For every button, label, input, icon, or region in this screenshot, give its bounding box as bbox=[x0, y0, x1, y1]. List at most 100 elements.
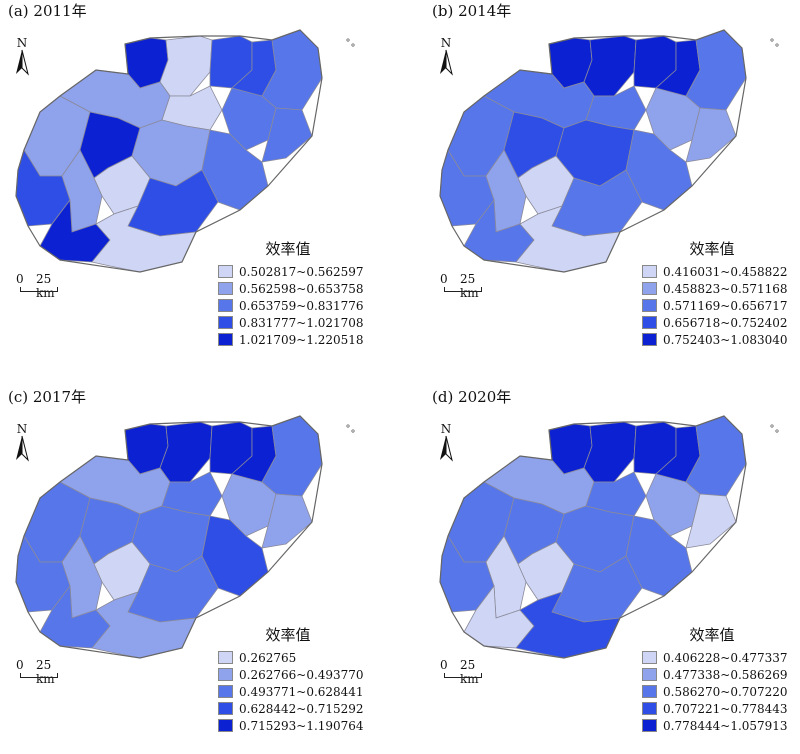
legend: 效率值 0.416031~0.458822 0.458823~0.571168 0.… bbox=[642, 238, 800, 348]
legend-swatch bbox=[642, 265, 657, 278]
legend: 效率值 0.502817~0.562597 0.562598~0.653758 0.… bbox=[218, 238, 388, 348]
north-arrow-icon bbox=[440, 49, 453, 76]
island-outline bbox=[15, 29, 323, 273]
legend-swatch bbox=[642, 719, 657, 732]
legend-swatch bbox=[642, 299, 657, 312]
county-region bbox=[261, 493, 313, 549]
county-region bbox=[221, 473, 277, 537]
scale-distance-label: 25 km bbox=[460, 272, 479, 300]
panel-title: (b) 2014年 bbox=[432, 2, 512, 20]
choropleth-map bbox=[15, 415, 355, 659]
panel-title: (d) 2020年 bbox=[432, 388, 512, 406]
north-arrow-icon bbox=[16, 435, 29, 462]
north-arrow: N bbox=[436, 36, 456, 78]
legend-swatch bbox=[218, 316, 233, 329]
legend-row: 0.562598~0.653758 bbox=[218, 280, 388, 297]
county-region bbox=[685, 493, 737, 549]
legend-row: 0.707221~0.778443 bbox=[642, 700, 800, 717]
legend-row: 0.477338~0.586269 bbox=[642, 666, 800, 683]
legend-swatch bbox=[218, 668, 233, 681]
county-region bbox=[645, 473, 701, 537]
north-label: N bbox=[16, 36, 28, 50]
legend-swatch bbox=[218, 719, 233, 732]
north-arrow-icon bbox=[16, 49, 29, 76]
islet bbox=[351, 429, 355, 433]
islet bbox=[351, 43, 355, 47]
map-panel-1: (a) 2011年 N 0 25 km 效率值 0.502817~0.56259… bbox=[0, 0, 400, 368]
legend-swatch bbox=[218, 299, 233, 312]
legend-swatch bbox=[642, 651, 657, 664]
islet bbox=[775, 43, 779, 47]
legend-range-label: 0.406228~0.477337 bbox=[663, 650, 788, 665]
legend-row: 0.416031~0.458822 bbox=[642, 263, 800, 280]
panel-title: (a) 2011年 bbox=[8, 2, 87, 20]
legend-range-label: 0.752403~1.083040 bbox=[663, 332, 788, 347]
north-arrow: N bbox=[12, 36, 32, 78]
scale-zero-label: 0 bbox=[16, 658, 24, 672]
legend-range-label: 0.477338~0.586269 bbox=[663, 667, 788, 682]
legend-row: 0.715293~1.190764 bbox=[218, 717, 388, 734]
legend-range-label: 0.707221~0.778443 bbox=[663, 701, 788, 716]
scale-zero-label: 0 bbox=[440, 272, 448, 286]
legend-swatch bbox=[642, 316, 657, 329]
islet bbox=[775, 429, 779, 433]
legend-row: 0.653759~0.831776 bbox=[218, 297, 388, 314]
legend-row: 0.656718~0.752402 bbox=[642, 314, 800, 331]
island-outline bbox=[15, 415, 323, 659]
legend-row: 1.021709~1.220518 bbox=[218, 331, 388, 348]
legend-range-label: 1.021709~1.220518 bbox=[239, 332, 364, 347]
legend-title: 效率值 bbox=[689, 240, 735, 258]
county-region bbox=[583, 421, 637, 483]
choropleth-map bbox=[439, 415, 779, 659]
legend-range-label: 0.493771~0.628441 bbox=[239, 684, 364, 699]
legend-range-label: 0.458823~0.571168 bbox=[663, 281, 788, 296]
legend-row: 0.262765 bbox=[218, 649, 388, 666]
island-outline bbox=[439, 29, 747, 273]
legend-swatch bbox=[218, 702, 233, 715]
legend-swatch bbox=[642, 333, 657, 346]
legend-range-label: 0.831777~1.021708 bbox=[239, 315, 364, 330]
legend-swatch bbox=[642, 685, 657, 698]
legend-swatch bbox=[218, 265, 233, 278]
map-panel-4: (d) 2020年 N 0 25 km 效率值 0.406228~0.47733… bbox=[424, 386, 800, 754]
legend-range-label: 0.562598~0.653758 bbox=[239, 281, 364, 296]
legend-row: 0.628442~0.715292 bbox=[218, 700, 388, 717]
north-label: N bbox=[440, 422, 452, 436]
legend-range-label: 0.416031~0.458822 bbox=[663, 264, 788, 279]
legend-swatch bbox=[642, 702, 657, 715]
legend-row: 0.262766~0.493770 bbox=[218, 666, 388, 683]
map-panel-2: (b) 2014年 N 0 25 km 效率值 0.416031~0.45882… bbox=[424, 0, 800, 368]
legend-swatch bbox=[218, 282, 233, 295]
north-arrow: N bbox=[436, 422, 456, 464]
panel-title: (c) 2017年 bbox=[8, 388, 87, 406]
legend-row: 0.586270~0.707220 bbox=[642, 683, 800, 700]
legend-range-label: 0.262766~0.493770 bbox=[239, 667, 364, 682]
islet bbox=[770, 424, 774, 428]
legend-row: 0.493771~0.628441 bbox=[218, 683, 388, 700]
county-region bbox=[221, 87, 277, 151]
islet bbox=[770, 38, 774, 42]
islet bbox=[346, 38, 350, 42]
county-region bbox=[645, 87, 701, 151]
map-panel-3: (c) 2017年 N 0 25 km 效率值 0.262765 0.262766… bbox=[0, 386, 400, 754]
scale-zero-label: 0 bbox=[440, 658, 448, 672]
legend-title: 效率值 bbox=[689, 626, 735, 644]
legend-swatch bbox=[642, 668, 657, 681]
scale-bar-line bbox=[444, 287, 482, 292]
legend-range-label: 0.262765 bbox=[239, 650, 297, 665]
legend-title: 效率值 bbox=[265, 626, 311, 644]
legend-range-label: 0.715293~1.190764 bbox=[239, 718, 364, 733]
north-label: N bbox=[16, 422, 28, 436]
choropleth-map bbox=[15, 29, 355, 273]
legend-range-label: 0.653759~0.831776 bbox=[239, 298, 364, 313]
legend: 效率值 0.262765 0.262766~0.493770 0.493771~0.… bbox=[218, 624, 388, 734]
north-label: N bbox=[440, 36, 452, 50]
legend-swatch bbox=[218, 333, 233, 346]
legend-row: 0.571169~0.656717 bbox=[642, 297, 800, 314]
county-region bbox=[583, 35, 637, 97]
legend-range-label: 0.502817~0.562597 bbox=[239, 264, 364, 279]
legend-range-label: 0.778444~1.057913 bbox=[663, 718, 788, 733]
legend-swatch bbox=[642, 282, 657, 295]
islet bbox=[346, 424, 350, 428]
county-region bbox=[685, 107, 737, 163]
